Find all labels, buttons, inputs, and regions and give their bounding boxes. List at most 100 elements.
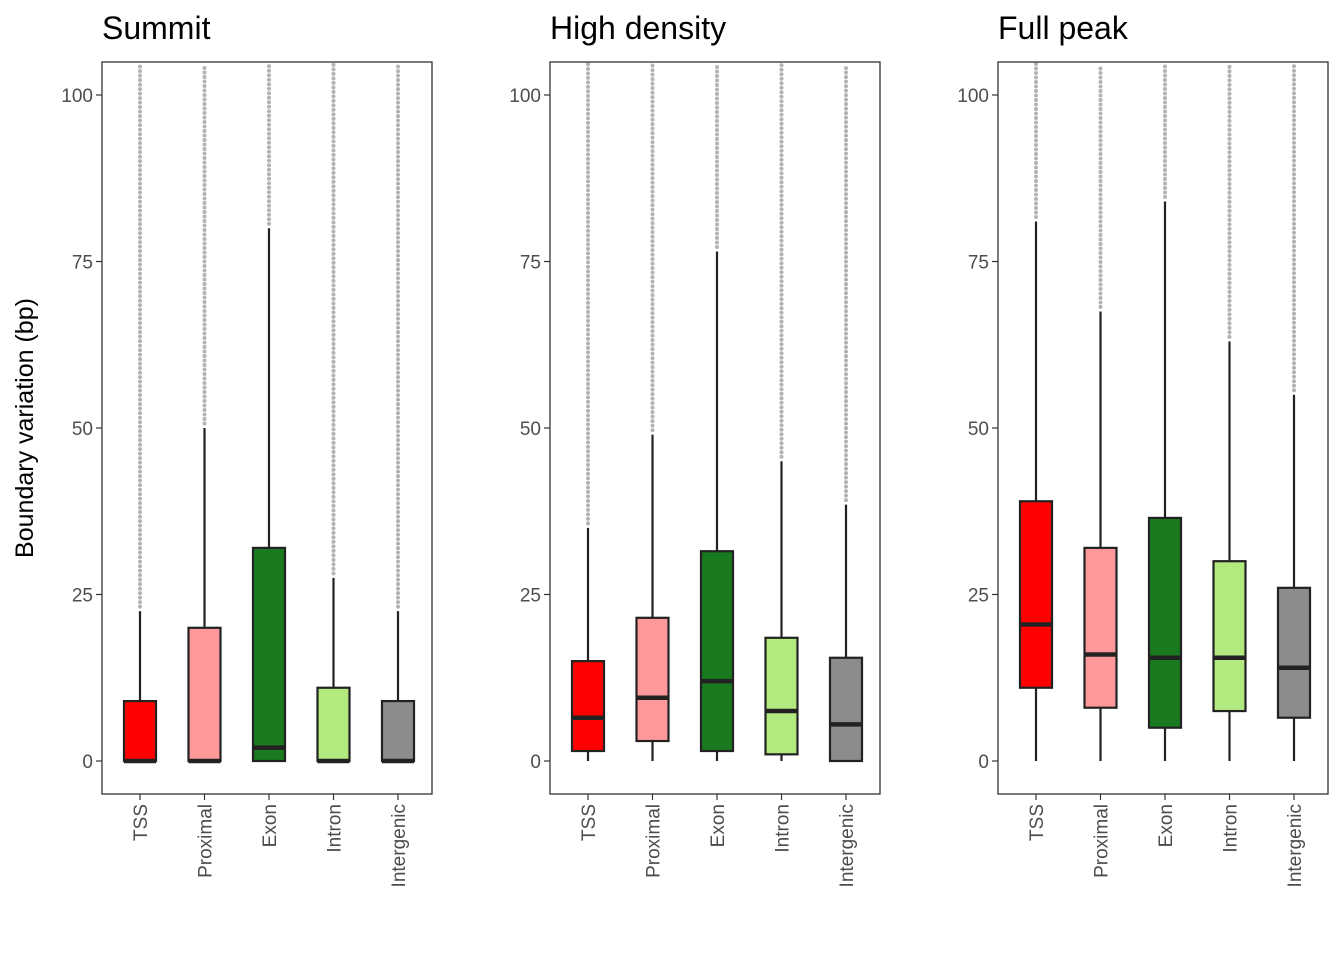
box-exon bbox=[699, 65, 735, 761]
outlier-point bbox=[779, 360, 784, 365]
outlier-point bbox=[779, 346, 784, 351]
outlier-point bbox=[396, 438, 400, 443]
outlier-point bbox=[844, 169, 848, 174]
outlier-point bbox=[650, 401, 655, 406]
outlier-point bbox=[586, 372, 590, 377]
outlier-point bbox=[1292, 140, 1296, 145]
outlier-point bbox=[844, 183, 848, 188]
outlier-point bbox=[331, 170, 336, 175]
outlier-point bbox=[396, 402, 400, 407]
outlier-point bbox=[779, 184, 784, 189]
outlier-point bbox=[715, 155, 719, 160]
outlier-point bbox=[202, 93, 207, 97]
outlier-point bbox=[650, 126, 655, 131]
outlier-point bbox=[844, 138, 848, 143]
x-category-label: Intron bbox=[773, 804, 794, 853]
outlier-point bbox=[267, 194, 271, 199]
outlier-point bbox=[1098, 178, 1103, 183]
outlier-point bbox=[202, 376, 207, 381]
outlier-point bbox=[331, 512, 336, 517]
outlier-point bbox=[1034, 80, 1038, 85]
outlier-point bbox=[1227, 118, 1232, 123]
outlier-point bbox=[779, 63, 784, 68]
outlier-point bbox=[202, 372, 207, 376]
outlier-point bbox=[844, 277, 848, 282]
outlier-point bbox=[586, 404, 590, 409]
outlier-point bbox=[331, 130, 336, 135]
outlier-point bbox=[396, 334, 400, 339]
outlier-point bbox=[138, 366, 142, 371]
outlier-point bbox=[138, 118, 142, 123]
outlier-point bbox=[1292, 262, 1296, 267]
outlier-point bbox=[844, 462, 848, 467]
outlier-point bbox=[202, 106, 207, 111]
outlier-point bbox=[1292, 320, 1296, 325]
outlier-point bbox=[1163, 141, 1167, 146]
outlier-point bbox=[396, 114, 400, 119]
outlier-point bbox=[396, 136, 400, 141]
outlier-point bbox=[1292, 226, 1296, 231]
outlier-point bbox=[586, 251, 590, 256]
outlier-point bbox=[1292, 113, 1296, 118]
outlier-point bbox=[715, 164, 719, 169]
outlier-point bbox=[844, 354, 848, 359]
outlier-point bbox=[267, 64, 271, 69]
outlier-point bbox=[1098, 106, 1103, 111]
outlier-point bbox=[396, 433, 400, 438]
outlier-point bbox=[1292, 383, 1296, 388]
outlier-point bbox=[396, 523, 400, 528]
panel-title: High density bbox=[550, 10, 726, 46]
outlier-point bbox=[779, 306, 784, 311]
box-intron bbox=[764, 63, 799, 761]
outlier-point bbox=[779, 94, 784, 99]
outlier-point bbox=[650, 347, 655, 352]
y-tick-label: 100 bbox=[509, 86, 541, 107]
outlier-point bbox=[138, 546, 142, 551]
outlier-point bbox=[1034, 89, 1038, 94]
outlier-point bbox=[1098, 291, 1103, 296]
outlier-point bbox=[138, 460, 142, 465]
outlier-point bbox=[331, 161, 336, 166]
outlier-point bbox=[202, 142, 207, 147]
outlier-point bbox=[715, 123, 719, 128]
outlier-point bbox=[138, 82, 142, 87]
outlier-point bbox=[331, 139, 336, 144]
outlier-point bbox=[1292, 109, 1296, 114]
outlier-point bbox=[267, 113, 271, 118]
outlier-point bbox=[779, 207, 784, 212]
outlier-point bbox=[844, 160, 848, 165]
outlier-point bbox=[1292, 374, 1296, 379]
outlier-point bbox=[396, 442, 400, 447]
outlier-point bbox=[331, 490, 336, 495]
outlier-point bbox=[715, 92, 719, 97]
outlier-point bbox=[202, 412, 207, 417]
outlier-point bbox=[586, 350, 590, 355]
outlier-point bbox=[779, 450, 784, 455]
outlier-point bbox=[138, 379, 142, 384]
outlier-point bbox=[779, 373, 784, 378]
outlier-point bbox=[138, 271, 142, 276]
outlier-point bbox=[844, 88, 848, 93]
outlier-point bbox=[779, 283, 784, 288]
outlier-point bbox=[1292, 118, 1296, 123]
outlier-point bbox=[844, 264, 848, 269]
outlier-point bbox=[331, 269, 336, 274]
outlier-point bbox=[779, 400, 784, 405]
outlier-point bbox=[202, 322, 207, 327]
outlier-point bbox=[1227, 330, 1232, 335]
outlier-point bbox=[1098, 147, 1103, 152]
outlier-point bbox=[267, 158, 271, 163]
outlier-point bbox=[586, 377, 590, 382]
outlier-point bbox=[844, 394, 848, 399]
outlier-point bbox=[586, 296, 590, 301]
outlier-point bbox=[1098, 237, 1103, 242]
outlier-point bbox=[1227, 321, 1232, 326]
outlier-point bbox=[779, 153, 784, 158]
outlier-point bbox=[396, 388, 400, 393]
outlier-point bbox=[586, 152, 590, 157]
outlier-point bbox=[331, 125, 336, 130]
outlier-point bbox=[844, 318, 848, 323]
outlier-point bbox=[844, 79, 848, 84]
outlier-point bbox=[331, 134, 336, 139]
outlier-point bbox=[779, 297, 784, 302]
